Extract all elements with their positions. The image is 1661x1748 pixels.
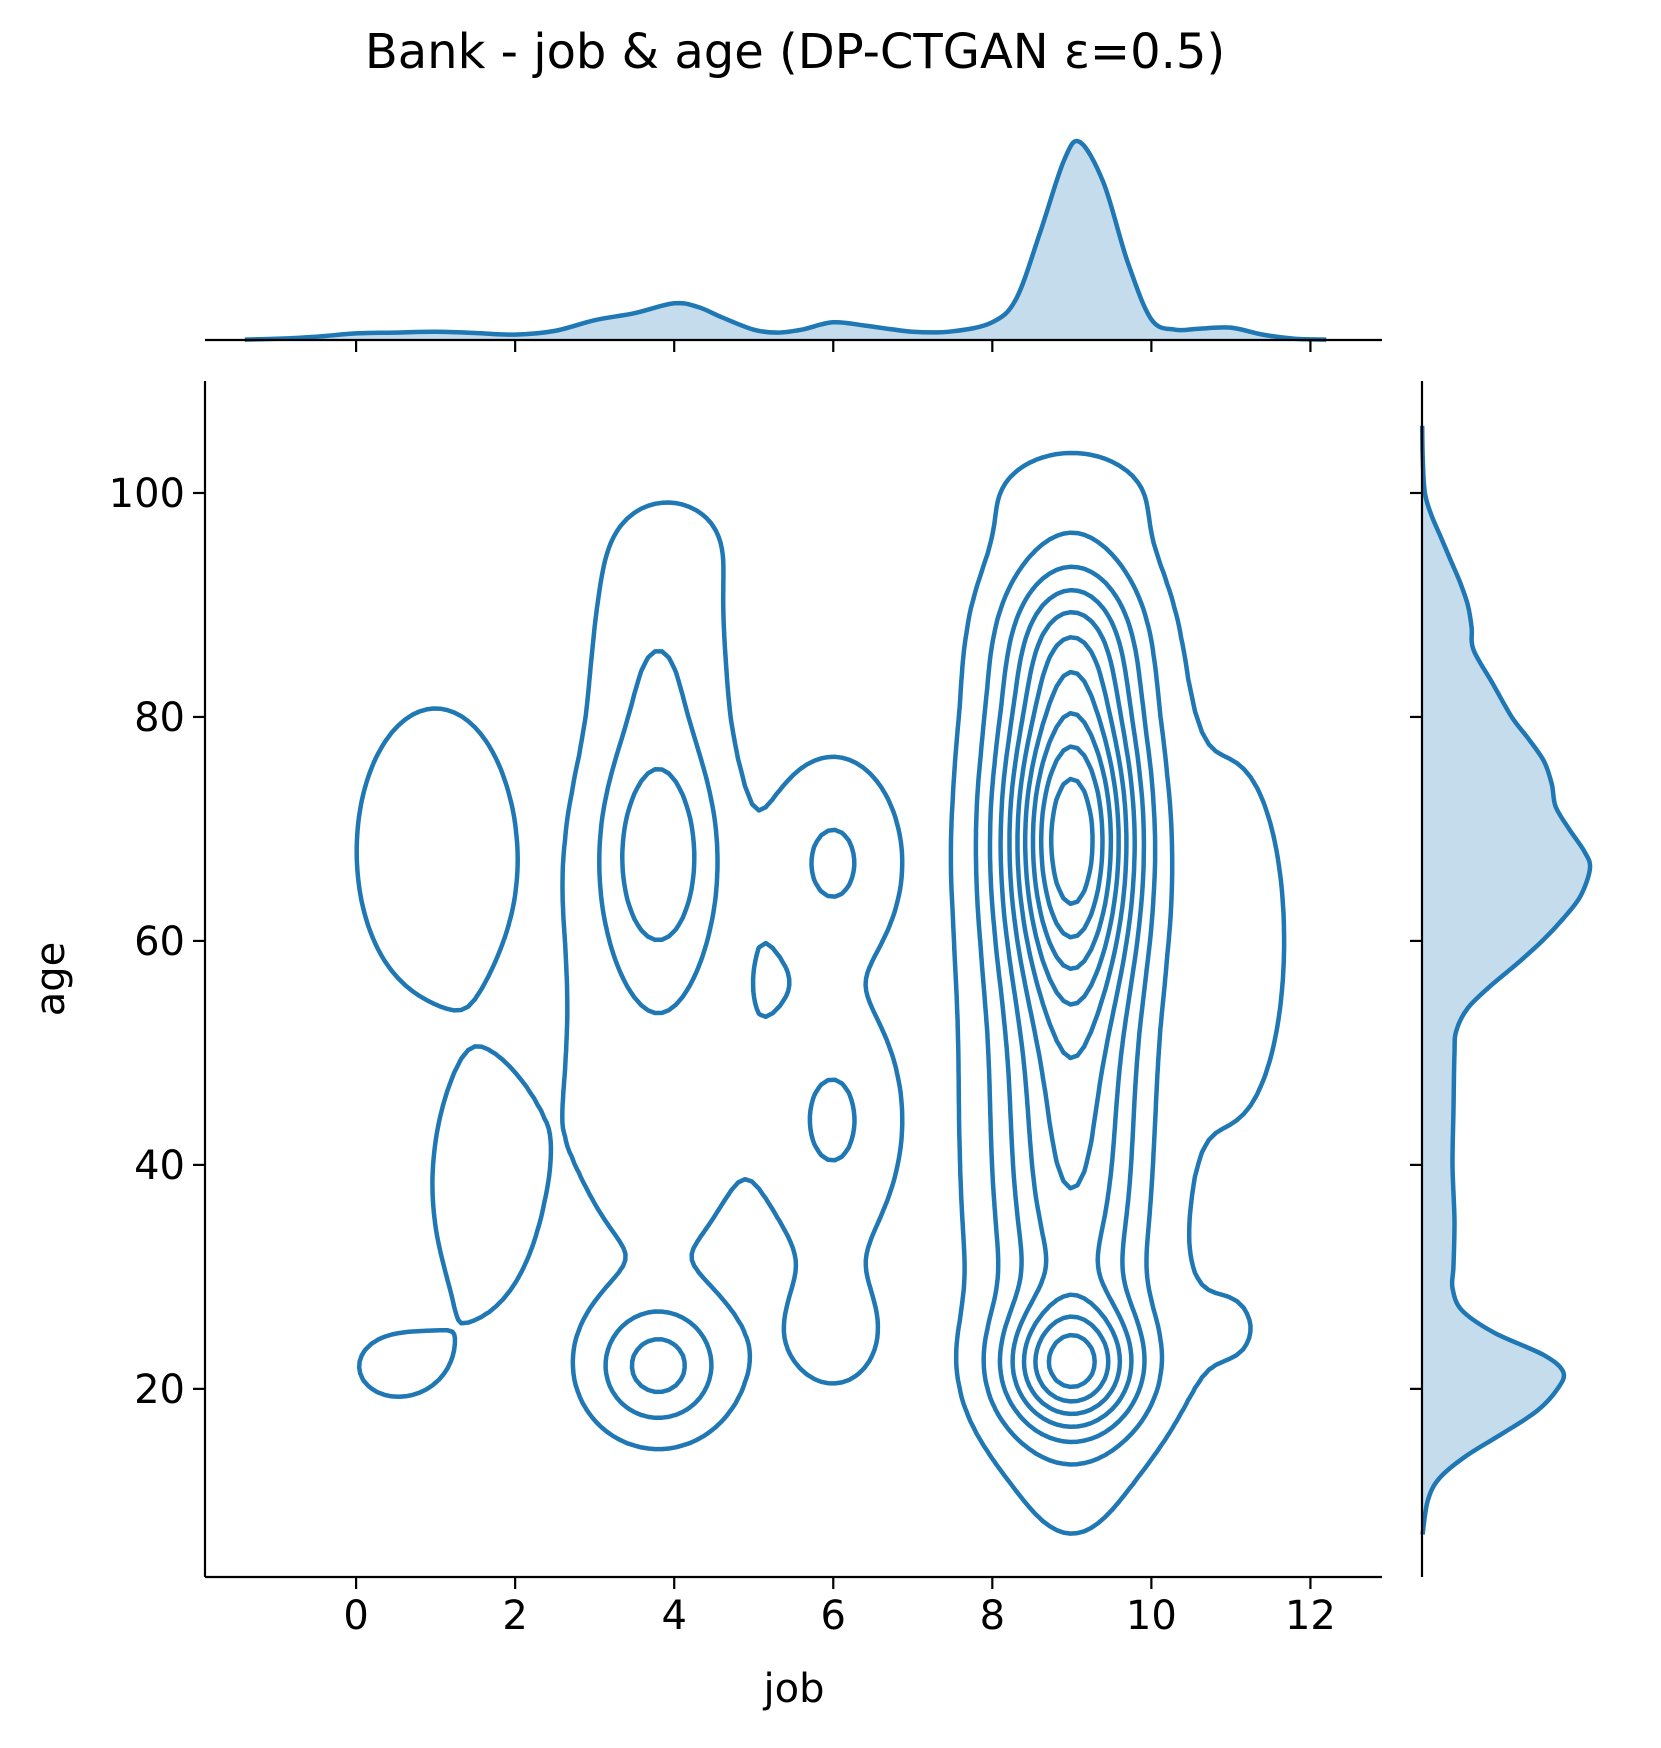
y-tick-label: 80 <box>134 695 185 741</box>
y-axis-ticks: 20 40 60 80 100 <box>109 471 205 1413</box>
kde-contour-level <box>1015 635 1129 1404</box>
top-marginal <box>205 138 1382 352</box>
y-marginal-fill <box>1422 425 1591 1535</box>
kde-contour-level <box>1022 669 1121 1390</box>
y-marginal-ticks <box>1410 491 1422 1390</box>
kde-contour-level <box>1007 609 1137 1417</box>
y-tick-label: 60 <box>134 919 185 965</box>
x-marginal-curve <box>244 138 1327 342</box>
joint-plot: 0 2 4 6 8 10 12 20 40 60 80 100 job age <box>28 381 1382 1712</box>
x-tick-label: 10 <box>1126 1593 1177 1639</box>
kde-contour-level <box>354 450 1287 1536</box>
kde-contour-level <box>1038 744 1105 940</box>
chart-title: Bank - job & age (DP-CTGAN ε=0.5) <box>365 24 1225 80</box>
y-tick-label: 100 <box>109 471 185 517</box>
kde-contour-level <box>1030 710 1114 972</box>
x-tick-label: 0 <box>343 1593 368 1639</box>
x-axis-label: job <box>763 1666 825 1712</box>
kde-contour-level <box>620 564 1158 1445</box>
x-tick-label: 4 <box>661 1593 686 1639</box>
x-marginal-fill <box>244 140 1327 340</box>
x-axis-ticks: 0 2 4 6 8 10 12 <box>343 1577 1336 1639</box>
y-axis-label: age <box>28 942 74 1017</box>
x-tick-label: 2 <box>502 1593 527 1639</box>
y-marginal-curve <box>1419 425 1593 1535</box>
kde-contour-level <box>998 587 1147 1430</box>
x-marginal-ticks <box>355 340 1312 352</box>
y-tick-label: 20 <box>134 1367 185 1413</box>
x-tick-label: 6 <box>821 1593 846 1639</box>
x-tick-label: 12 <box>1285 1593 1336 1639</box>
y-tick-label: 40 <box>134 1143 185 1189</box>
kde-contour-level <box>597 530 1175 1467</box>
kde-contour-level <box>1048 776 1095 907</box>
x-tick-label: 8 <box>980 1593 1005 1639</box>
kde-contours <box>354 450 1287 1536</box>
right-marginal <box>1410 381 1593 1577</box>
